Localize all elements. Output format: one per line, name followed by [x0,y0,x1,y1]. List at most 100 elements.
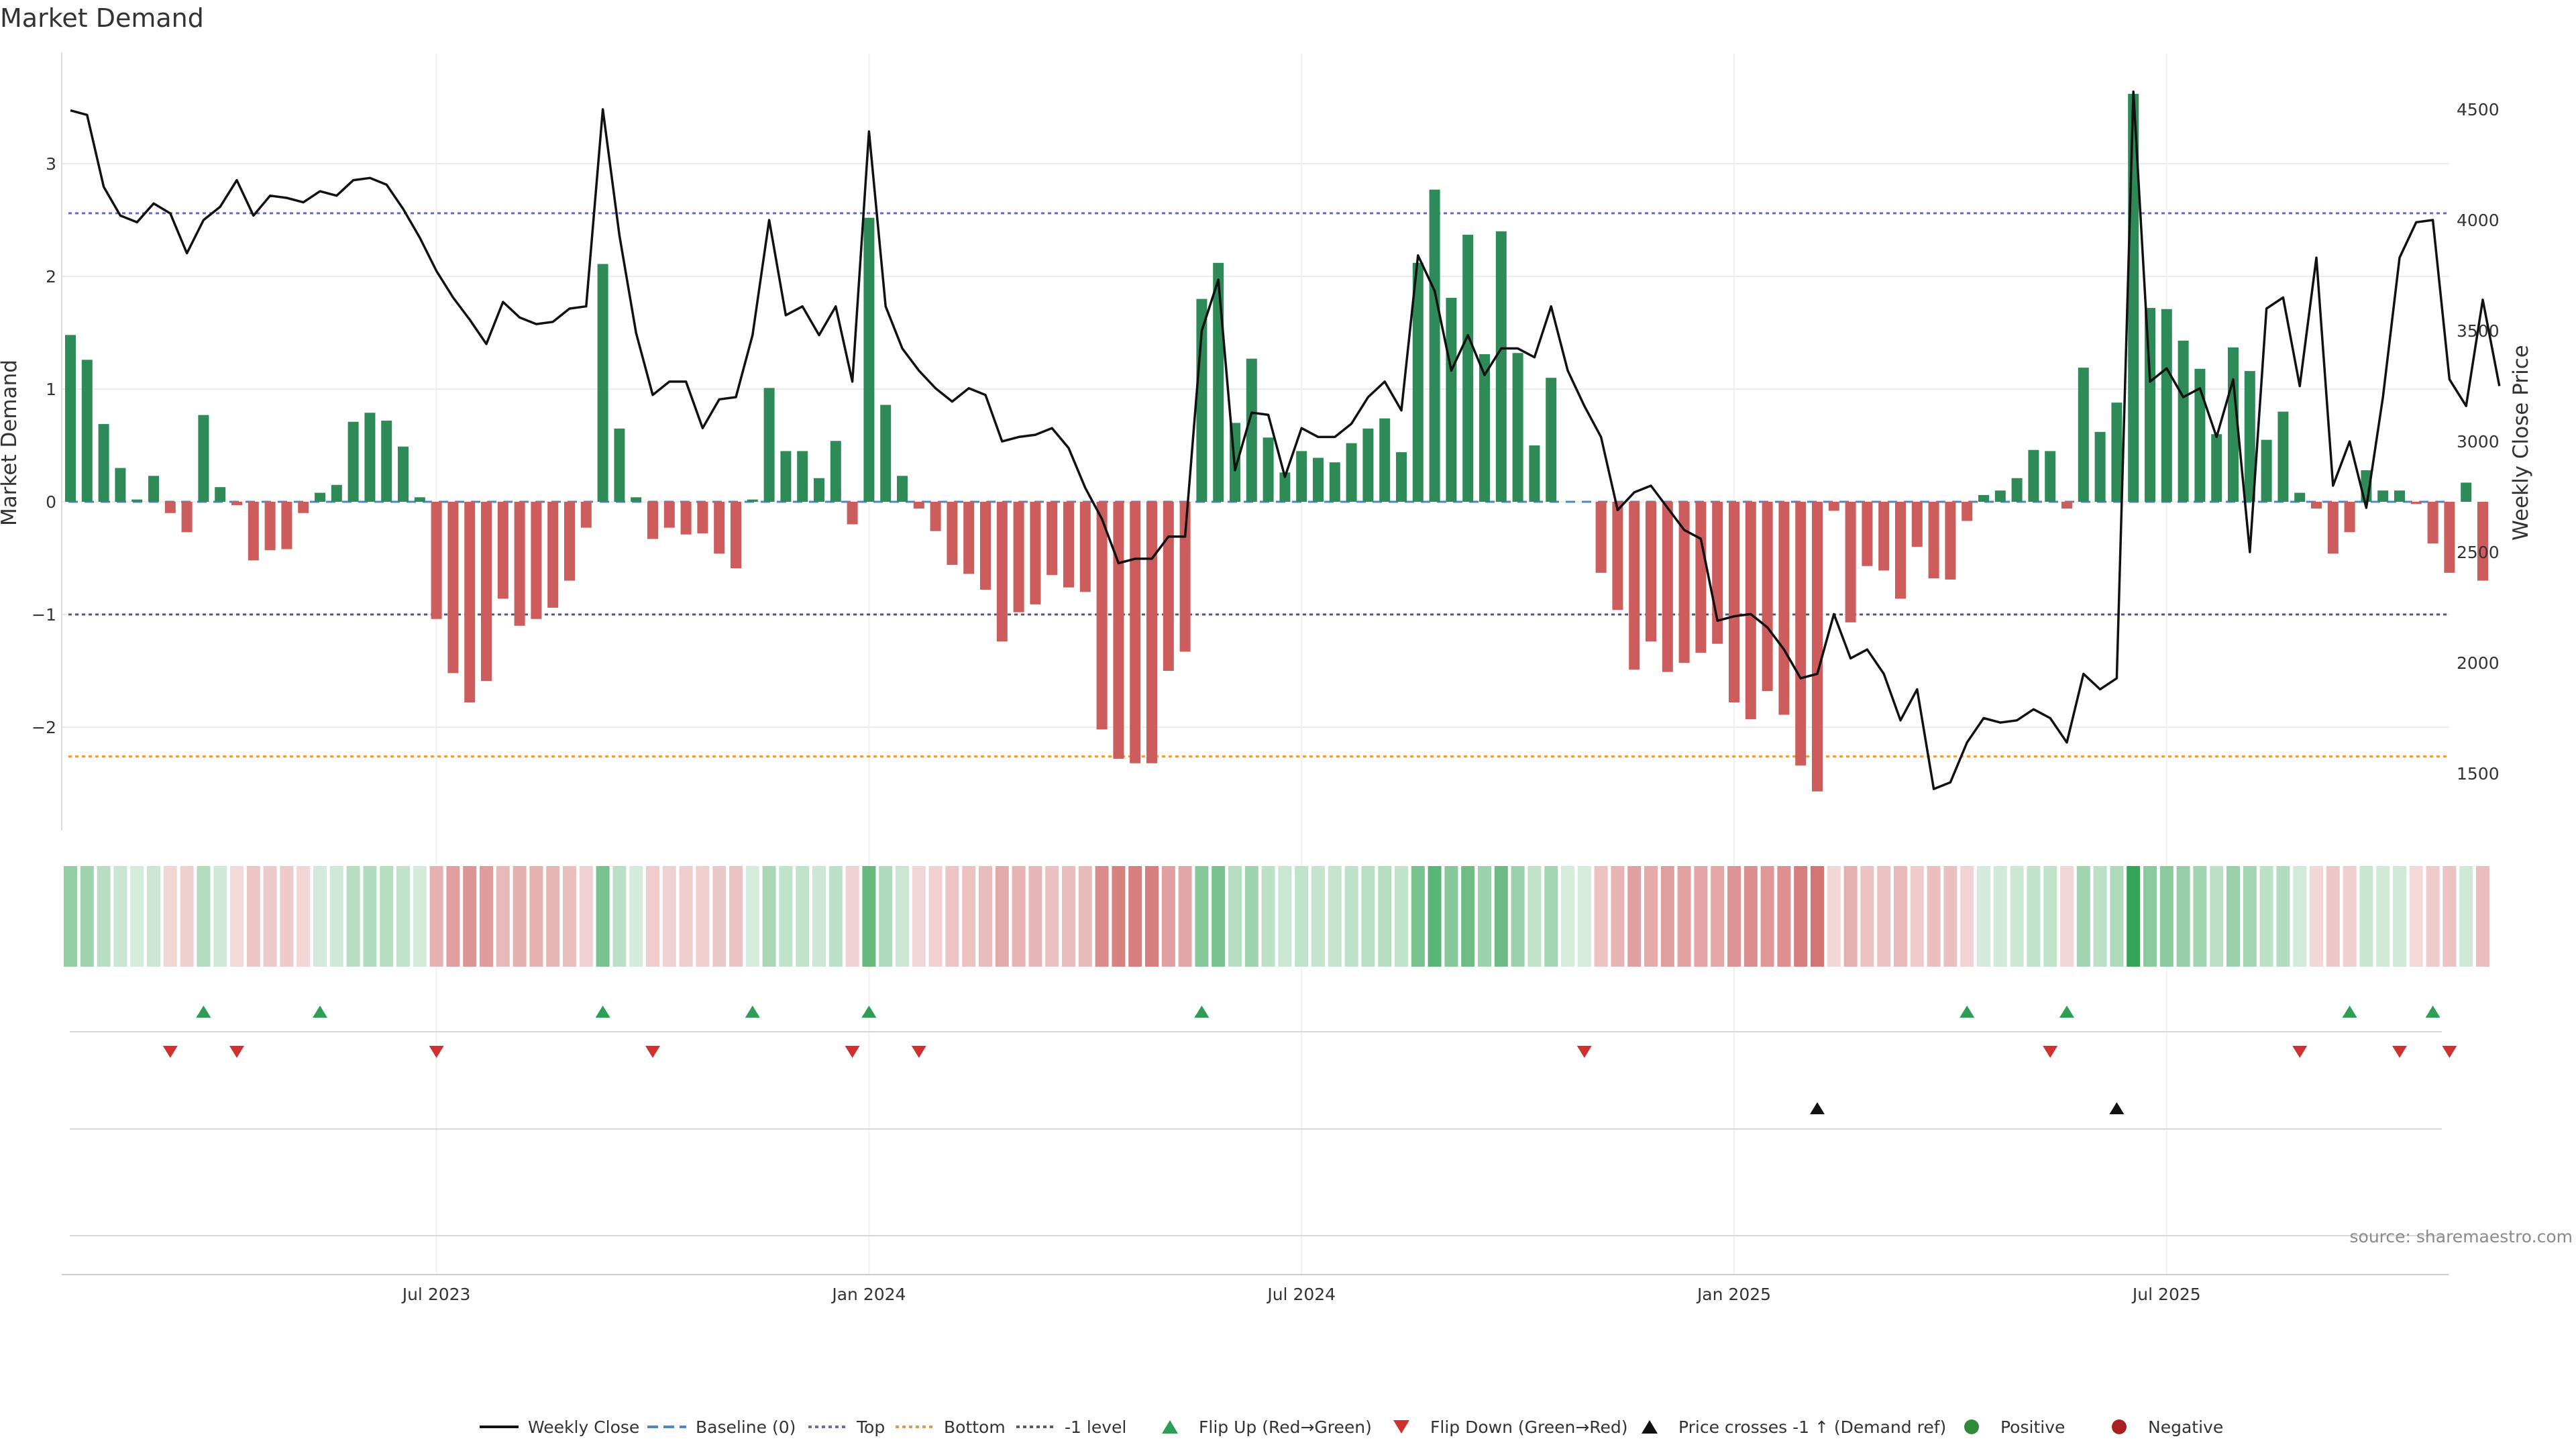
heat-strip-cell [2159,866,2174,967]
heat-strip-cell [1611,866,1625,967]
heat-strip-cell [729,866,743,967]
demand-bar [1263,437,1274,502]
heat-strip-cell [1344,866,1358,967]
heat-strip-cell [1677,866,1691,967]
demand-bar [2061,502,2072,509]
heat-strip-cell [1910,866,1924,967]
demand-bar [2078,368,2089,502]
heat-strip-cell [2359,866,2373,967]
heat-strip-cell [1860,866,1874,967]
legend-label: Negative [2148,1417,2223,1437]
heat-strip-cell [2060,866,2074,967]
demand-bar [747,499,758,502]
heat-strip-cell [246,866,260,967]
demand-bar [1795,502,1807,766]
demand-bar [1595,502,1607,573]
demand-bar [1429,189,1440,502]
heat-strip-cell [263,866,277,967]
heat-strip-cell [979,866,992,967]
heat-strip-cell [1644,866,1658,967]
demand-bar [1446,297,1457,502]
heat-strip-cell [2310,866,2323,967]
demand-bar [2211,434,2222,502]
heat-strip-cell [2243,866,2257,967]
demand-bar [797,451,808,502]
demand-bar [1529,445,1540,502]
heat-strip-cell [313,866,327,967]
flip-up-marker [861,1006,877,1018]
demand-bar [215,487,226,502]
demand-bar [1213,262,1224,502]
demand-bar [2427,502,2438,544]
heat-strip-cell [1993,866,2007,967]
heat-strip-cell [130,866,144,967]
demand-bar [1479,354,1490,502]
flip-down-marker [1576,1046,1592,1058]
legend-label: Flip Up (Red→Green) [1199,1417,1372,1437]
heat-strip-cell [1112,866,1126,967]
demand-bar [763,388,775,502]
legend-item: Negative [2112,1417,2223,1437]
heat-strip-cell [1561,866,1574,967]
demand-bar [980,502,991,590]
demand-bar [1396,452,1407,502]
heat-strip-cell [64,866,77,967]
heat-strip-cell [1295,866,1309,967]
demand-bar [1812,502,1823,792]
heat-strip-cell [197,866,211,967]
y2-tick-label: 2500 [2457,543,2500,562]
demand-bar [464,502,476,703]
heat-strip-cell [696,866,710,967]
flip-down-marker [645,1046,660,1058]
heat-strip-cell [213,866,227,967]
heat-strip-cell [2293,866,2307,967]
demand-bar [1895,502,1906,599]
demand-bar [1695,502,1707,653]
heat-strip-cell [496,866,510,967]
demand-bar [1412,262,1424,502]
heat-strip-cell [2276,866,2290,967]
demand-bar [1462,234,1474,502]
heat-strip-cell [579,866,593,967]
heat-strip-cell [1927,866,1941,967]
heat-strip-cell [1577,866,1591,967]
heat-strip-cell [1145,866,1159,967]
demand-bar [1878,502,1890,571]
demand-bar [1512,353,1523,502]
demand-bar [663,502,675,528]
demand-bar [1313,458,1324,502]
heat-strip-cell [2093,866,2107,967]
heat-strip-cell [845,866,859,967]
heat-strip-cell [596,866,610,967]
heat-strip-cell [2143,866,2157,967]
heat-strip-cell [1727,866,1741,967]
demand-bar [2178,340,2189,502]
heat-strip-cell [2393,866,2406,967]
heat-strip-cell [2409,866,2423,967]
demand-heat-strip [64,866,2489,967]
heat-strip-cell [529,866,543,967]
demand-bar [2244,371,2255,502]
axes: −2 −1 0 1 2 3 1500 2000 2500 3000 3500 4000 4500 Jul … [32,52,2500,1304]
heat-strip-cell [1527,866,1542,967]
demand-bar [1130,502,1141,763]
source-note: source: sharemaestro.com [2350,1227,2573,1246]
y-tick-label: 3 [46,154,56,174]
legend-label: Price crosses -1 ↑ (Demand ref) [1678,1417,1946,1437]
heat-strip-cell [2426,866,2440,967]
demand-bar [447,502,459,674]
x-tick-label: Jan 2025 [1696,1285,1771,1304]
flip-up-marker [1960,1006,1975,1018]
x-tick-label: Jul 2025 [2131,1285,2201,1304]
demand-bar [1346,443,1357,502]
demand-bar [1379,418,1391,502]
demand-bar [164,502,176,513]
heat-strip-cell [1960,866,1974,967]
demand-bar [1329,462,1340,502]
heat-strip-cell [1711,866,1725,967]
demand-bar [2277,411,2289,502]
demand-bar [680,502,692,535]
demand-bar [131,499,143,502]
heat-strip-cell [280,866,294,967]
heat-strip-cell [396,866,410,967]
